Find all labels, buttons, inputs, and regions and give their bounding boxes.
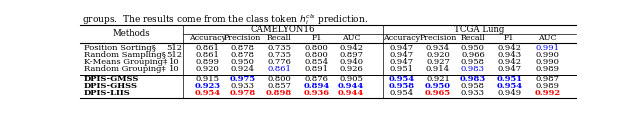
Text: 0.861: 0.861 <box>196 51 220 59</box>
Text: 10: 10 <box>169 58 180 66</box>
Text: Accuracy: Accuracy <box>189 34 227 42</box>
Text: F1: F1 <box>504 34 515 42</box>
Text: 0.942: 0.942 <box>497 44 522 52</box>
Text: 0.924: 0.924 <box>231 65 255 73</box>
Text: 0.990: 0.990 <box>536 51 559 59</box>
Text: 0.947: 0.947 <box>497 65 522 73</box>
Text: Recall: Recall <box>267 34 291 42</box>
Text: 0.987: 0.987 <box>535 75 559 83</box>
Text: 0.983: 0.983 <box>461 65 485 73</box>
Text: 0.947: 0.947 <box>390 51 413 59</box>
Text: 0.951: 0.951 <box>496 75 522 83</box>
Text: 0.965: 0.965 <box>425 89 451 97</box>
Text: 0.934: 0.934 <box>426 44 450 52</box>
Text: Precision: Precision <box>224 34 261 42</box>
Text: 0.921: 0.921 <box>426 75 450 83</box>
Text: 0.990: 0.990 <box>536 58 559 66</box>
Text: Random Grouping‡: Random Grouping‡ <box>84 65 166 73</box>
Text: 0.949: 0.949 <box>497 89 522 97</box>
Text: 0.857: 0.857 <box>267 82 291 90</box>
Text: 0.954: 0.954 <box>195 89 221 97</box>
Text: 0.800: 0.800 <box>268 75 291 83</box>
Text: 0.958: 0.958 <box>461 58 485 66</box>
Text: 512: 512 <box>166 44 182 52</box>
Text: 0.735: 0.735 <box>267 51 291 59</box>
Text: 0.915: 0.915 <box>196 75 220 83</box>
Text: 0.942: 0.942 <box>339 44 364 52</box>
Text: 0.876: 0.876 <box>305 75 328 83</box>
Text: CAMELYON16: CAMELYON16 <box>251 25 316 34</box>
Text: TCGA Lung: TCGA Lung <box>454 25 505 34</box>
Text: 0.891: 0.891 <box>305 65 328 73</box>
Text: 0.950: 0.950 <box>231 58 255 66</box>
Text: 512: 512 <box>166 51 182 59</box>
Text: 0.861: 0.861 <box>196 44 220 52</box>
Text: 0.943: 0.943 <box>497 51 522 59</box>
Text: 0.920: 0.920 <box>196 65 220 73</box>
Text: AUC: AUC <box>342 34 360 42</box>
Text: 0.954: 0.954 <box>496 82 522 90</box>
Text: DPIS-GMSS: DPIS-GMSS <box>84 75 140 83</box>
Text: 0.776: 0.776 <box>268 58 291 66</box>
Text: 0.940: 0.940 <box>339 58 364 66</box>
Text: 0.926: 0.926 <box>339 65 363 73</box>
Text: 0.878: 0.878 <box>231 44 255 52</box>
Text: 0.942: 0.942 <box>497 58 522 66</box>
Text: 0.958: 0.958 <box>388 82 415 90</box>
Text: 0.854: 0.854 <box>304 58 328 66</box>
Text: 0.989: 0.989 <box>535 82 559 90</box>
Text: 0.897: 0.897 <box>339 51 364 59</box>
Text: 0.951: 0.951 <box>390 65 413 73</box>
Text: Random Sampling§: Random Sampling§ <box>84 51 166 59</box>
Text: 0.920: 0.920 <box>426 51 450 59</box>
Text: DPIS-GHSS: DPIS-GHSS <box>84 82 138 90</box>
Text: Methods: Methods <box>113 29 150 38</box>
Text: 0.989: 0.989 <box>535 65 559 73</box>
Text: 0.978: 0.978 <box>230 89 256 97</box>
Text: Accuracy: Accuracy <box>383 34 420 42</box>
Text: 0.800: 0.800 <box>305 51 328 59</box>
Text: DPIS-LIIS: DPIS-LIIS <box>84 89 131 97</box>
Text: K-Means Grouping‡: K-Means Grouping‡ <box>84 58 167 66</box>
Text: 0.905: 0.905 <box>339 75 363 83</box>
Text: 0.944: 0.944 <box>338 89 364 97</box>
Text: 0.950: 0.950 <box>425 82 451 90</box>
Text: Precision: Precision <box>419 34 457 42</box>
Text: 0.958: 0.958 <box>461 82 485 90</box>
Text: groups.  The results come from the class token $h_i^{cls}$ prediction.: groups. The results come from the class … <box>83 12 369 27</box>
Text: 0.991: 0.991 <box>535 44 559 52</box>
Text: 0.944: 0.944 <box>338 82 364 90</box>
Text: 0.954: 0.954 <box>390 89 413 97</box>
Text: 0.933: 0.933 <box>231 82 255 90</box>
Text: Recall: Recall <box>461 34 485 42</box>
Text: 0.800: 0.800 <box>305 44 328 52</box>
Text: 0.898: 0.898 <box>266 89 292 97</box>
Text: 0.878: 0.878 <box>231 51 255 59</box>
Text: 0.966: 0.966 <box>461 51 485 59</box>
Text: 0.947: 0.947 <box>390 58 413 66</box>
Text: 10: 10 <box>169 65 180 73</box>
Text: Position Sorting§: Position Sorting§ <box>84 44 156 52</box>
Text: 0.914: 0.914 <box>426 65 450 73</box>
Text: AUC: AUC <box>538 34 557 42</box>
Text: 0.975: 0.975 <box>230 75 256 83</box>
Text: 0.861: 0.861 <box>268 65 291 73</box>
Text: 0.950: 0.950 <box>461 44 485 52</box>
Text: 0.954: 0.954 <box>388 75 415 83</box>
Text: 0.923: 0.923 <box>195 82 221 90</box>
Text: 0.735: 0.735 <box>267 44 291 52</box>
Text: 0.947: 0.947 <box>390 44 413 52</box>
Text: 0.983: 0.983 <box>460 75 486 83</box>
Text: 0.899: 0.899 <box>196 58 220 66</box>
Text: 0.936: 0.936 <box>303 89 330 97</box>
Text: F1: F1 <box>311 34 322 42</box>
Text: 0.992: 0.992 <box>534 89 561 97</box>
Text: 0.927: 0.927 <box>426 58 450 66</box>
Text: 0.933: 0.933 <box>461 89 485 97</box>
Text: 0.894: 0.894 <box>303 82 330 90</box>
